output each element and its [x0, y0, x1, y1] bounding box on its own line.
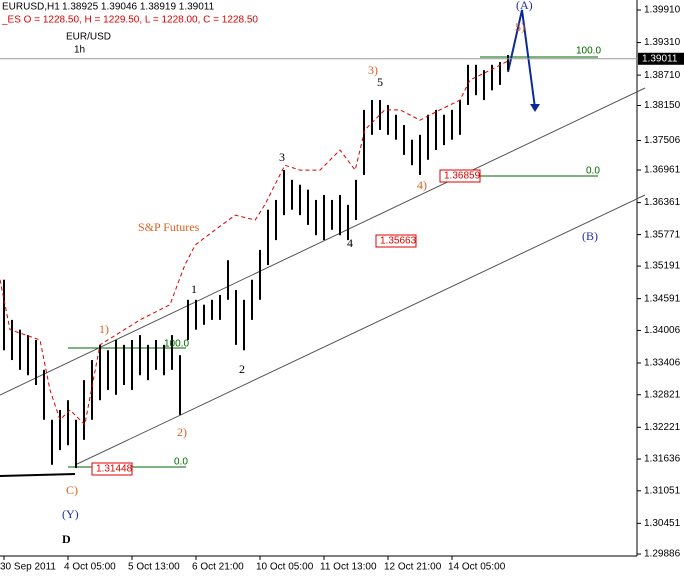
- y-tick-label: 1.32821: [644, 389, 681, 400]
- annotation: 1: [191, 282, 197, 296]
- annotation: 0.0: [586, 166, 600, 177]
- x-tick-label: 30 Sep 2011: [0, 562, 56, 573]
- ohlc-header: 1.38925 1.39046 1.38919 1.39011: [62, 2, 215, 13]
- y-tick-label: 1.37506: [644, 135, 681, 146]
- annotation: 100.0: [164, 339, 189, 350]
- annotation: 0.0: [174, 457, 188, 468]
- annotation: 2): [177, 425, 187, 439]
- trend-line: [0, 473, 76, 477]
- sp-line: [0, 59, 511, 426]
- annotation: 1.36859: [444, 171, 481, 182]
- annotation: (A): [516, 0, 533, 12]
- annotation: 1.35663: [380, 236, 417, 247]
- symbol: EURUSD,H1: [2, 2, 60, 13]
- x-tick-label: 11 Oct 13:00: [320, 562, 377, 573]
- price-box: [91, 462, 133, 476]
- projection-arrow: [507, 9, 536, 109]
- channel-line: [0, 87, 646, 396]
- annotation: 3: [279, 150, 285, 164]
- y-tick-label: 1.38710: [644, 70, 681, 81]
- annotation: 4): [417, 178, 427, 192]
- last-price-box: [638, 52, 684, 65]
- annotation: 5): [515, 20, 525, 34]
- y-tick-label: 1.31636: [644, 454, 681, 465]
- price-box: [439, 169, 481, 183]
- annotation: 1): [99, 322, 109, 336]
- annotation: 5: [377, 75, 383, 89]
- y-tick-label: 1.39310: [644, 37, 681, 48]
- y-tick-label: 1.34591: [644, 293, 681, 304]
- annotation: 1.31448: [96, 464, 133, 475]
- annotation: 100.0: [576, 46, 601, 57]
- channel-line: [74, 194, 646, 466]
- annotation: 3): [368, 63, 378, 77]
- annotation: 4: [347, 236, 353, 250]
- annotation: (B): [582, 229, 598, 243]
- y-tick-label: 1.36361: [644, 197, 681, 208]
- y-tick-label: 1.33406: [644, 358, 681, 369]
- y-tick-label: 1.34006: [644, 325, 681, 336]
- x-tick-label: 6 Oct 21:00: [192, 562, 244, 573]
- annotation: C): [66, 483, 78, 497]
- x-tick-label: 5 Oct 13:00: [128, 562, 180, 573]
- y-tick-label: 1.29886: [644, 549, 681, 560]
- y-tick-label: 1.31051: [644, 485, 681, 496]
- x-tick-label: 10 Oct 05:00: [256, 562, 314, 573]
- y-tick-label: 1.35191: [644, 261, 681, 272]
- price-box: [375, 234, 417, 248]
- x-tick-label: 12 Oct 21:00: [384, 562, 442, 573]
- last-price-label: 1.39011: [642, 53, 678, 64]
- es-header: _ES O = 1228.50, H = 1229.50, L = 1228.0…: [1, 15, 258, 26]
- y-tick-label: 1.32221: [644, 422, 681, 433]
- y-tick-label: 1.38150: [644, 100, 681, 111]
- y-tick-label: 1.35771: [644, 229, 681, 240]
- y-tick-label: 1.36961: [644, 165, 681, 176]
- y-tick-label: 1.30451: [644, 518, 681, 529]
- arrow-head: [530, 104, 540, 112]
- annotation: (Y): [62, 507, 79, 521]
- annotation: EUR/USD: [66, 32, 111, 43]
- annotation: 1h: [74, 45, 85, 56]
- legend-label: S&P Futures: [138, 220, 200, 234]
- annotation: D: [62, 532, 71, 546]
- annotation: 2: [239, 362, 245, 376]
- x-tick-label: 4 Oct 05:00: [64, 562, 116, 573]
- y-tick-label: 1.39910: [644, 5, 681, 16]
- x-tick-label: 14 Oct 05:00: [448, 562, 506, 573]
